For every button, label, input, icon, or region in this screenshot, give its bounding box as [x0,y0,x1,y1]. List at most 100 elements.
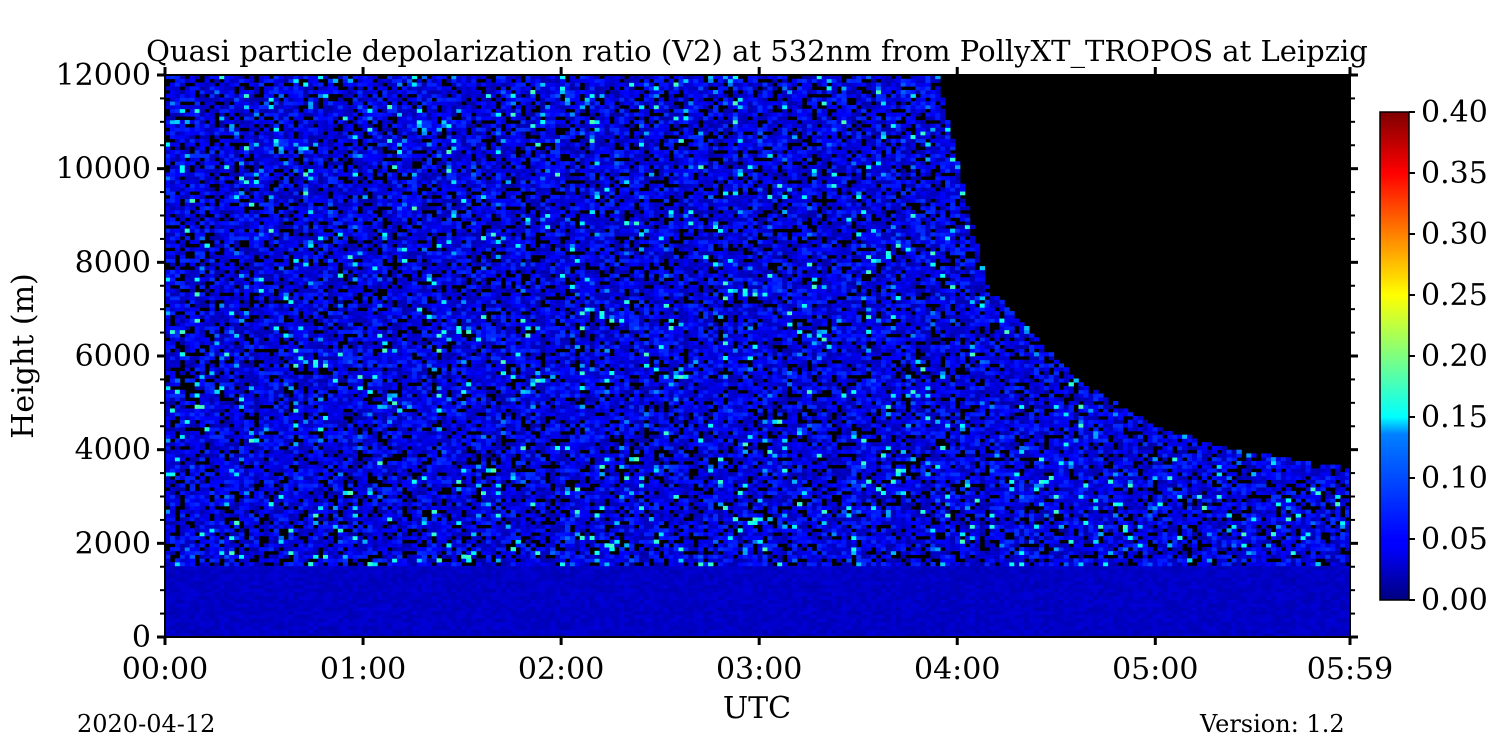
heatmap-cell [180,521,185,525]
heatmap-cell [259,401,264,405]
heatmap-cell [200,562,205,566]
heatmap-cell [205,176,210,180]
heatmap-cell [175,615,180,619]
heatmap-cell [180,292,185,296]
heatmap-cell [200,525,205,529]
heatmap-cell [303,191,308,195]
heatmap-cell [303,341,308,345]
heatmap-cell [200,626,205,630]
heatmap-cell [298,442,303,446]
heatmap-cell [328,142,333,146]
heatmap-cell [185,491,190,495]
heatmap-cell [313,255,318,259]
heatmap-cell [313,82,318,86]
heatmap-cell [249,528,254,532]
heatmap-cell [323,270,328,274]
heatmap-cell [254,588,259,592]
heatmap-cell [229,405,234,409]
heatmap-cell [288,588,293,592]
heatmap-cell [229,521,234,525]
heatmap-cell [214,607,219,611]
heatmap-cell [170,581,175,585]
heatmap-cell [308,109,313,113]
heatmap-cell [338,131,343,135]
heatmap-cell [313,266,318,270]
heatmap-cell [343,262,348,266]
heatmap-cell [234,154,239,158]
heatmap-cell [288,345,293,349]
heatmap-cell [318,266,323,270]
heatmap-cell [170,169,175,173]
heatmap-cell [259,105,264,109]
heatmap-cell [175,622,180,626]
heatmap-cell [214,397,219,401]
heatmap-cell [180,356,185,360]
heatmap-cell [219,176,224,180]
heatmap-cell [269,292,274,296]
heatmap-cell [313,420,318,424]
heatmap-cell [338,408,343,412]
heatmap-cell [279,570,284,574]
heatmap-cell [264,169,269,173]
heatmap-cell [318,109,323,113]
heatmap-cell [298,202,303,206]
heatmap-cell [224,142,229,146]
heatmap-cell [333,416,338,420]
heatmap-cell [323,232,328,236]
heatmap-cell [209,352,214,356]
heatmap-cell [293,139,298,143]
heatmap-cell [284,416,289,420]
heatmap-cell [195,611,200,615]
heatmap-cell [214,491,219,495]
heatmap-cell [279,457,284,461]
heatmap-cell [214,326,219,330]
heatmap-cell [214,292,219,296]
heatmap-cell [249,423,254,427]
heatmap-cell [239,592,244,596]
heatmap-cell [338,274,343,278]
heatmap-cell [229,427,234,431]
heatmap-cell [190,555,195,559]
heatmap-cell [274,416,279,420]
heatmap-cell [200,363,205,367]
heatmap-cell [209,386,214,390]
heatmap-cell [249,581,254,585]
heatmap-cell [224,573,229,577]
heatmap-cell [274,157,279,161]
heatmap-cell [269,626,274,630]
heatmap-cell [239,390,244,394]
heatmap-cell [343,393,348,397]
heatmap-cell [234,150,239,154]
heatmap-cell [328,322,333,326]
heatmap-cell [209,326,214,330]
heatmap-cell [209,157,214,161]
heatmap-cell [209,349,214,353]
heatmap-cell [249,202,254,206]
heatmap-cell [239,427,244,431]
heatmap-cell [303,491,308,495]
heatmap-cell [308,169,313,173]
heatmap-cell [269,300,274,304]
heatmap-cell [244,225,249,229]
heatmap-cell [298,195,303,199]
heatmap-cell [264,622,269,626]
heatmap-cell [343,423,348,427]
heatmap-cell [195,423,200,427]
heatmap-cell [269,480,274,484]
heatmap-cell [190,90,195,94]
heatmap-cell [293,592,298,596]
heatmap-cell [190,412,195,416]
heatmap-cell [180,528,185,532]
heatmap-cell [209,116,214,120]
heatmap-cell [293,266,298,270]
heatmap-cell [318,581,323,585]
heatmap-cell [308,322,313,326]
heatmap-cell [190,401,195,405]
heatmap-cell [313,412,318,416]
heatmap-cell [190,592,195,596]
heatmap-cell [313,393,318,397]
heatmap-cell [219,438,224,442]
heatmap-cell [308,405,313,409]
heatmap-cell [293,292,298,296]
heatmap-cell [170,487,175,491]
